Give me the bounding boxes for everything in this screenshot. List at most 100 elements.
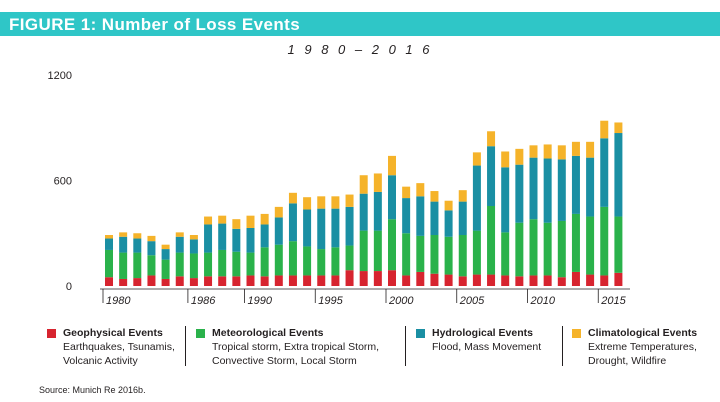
bar-segment-meteorological-2012	[557, 220, 566, 278]
bar-segment-geophysical-2015	[600, 275, 609, 286]
bar-segment-climatological-2004	[444, 200, 453, 211]
bar-segment-hydrological-2014	[586, 157, 595, 217]
x-tick-label: 1980	[106, 295, 131, 307]
bar-segment-climatological-1989	[232, 219, 241, 229]
legend-description-line: Drought, Wildfire	[588, 354, 667, 367]
bar-segment-climatological-1983	[147, 235, 156, 242]
bar-segment-meteorological-2016	[614, 216, 623, 273]
bar-segment-meteorological-1988	[218, 249, 227, 277]
bar-segment-hydrological-1985	[175, 236, 184, 253]
bar-segment-geophysical-1996	[331, 275, 340, 286]
bar-segment-meteorological-1987	[204, 252, 213, 277]
bar-segment-geophysical-1982	[133, 278, 142, 286]
x-tick-label: 1986	[191, 295, 216, 307]
bar-segment-meteorological-2001	[402, 233, 411, 276]
bar-segment-meteorological-2003	[430, 235, 439, 274]
bar-segment-climatological-2010	[529, 145, 538, 158]
bar-segment-geophysical-2007	[487, 274, 496, 286]
bar-segment-hydrological-2004	[444, 210, 453, 237]
legend-separator	[562, 326, 563, 366]
bar-segment-climatological-1986	[189, 235, 198, 240]
bar-segment-hydrological-1984	[161, 249, 170, 260]
bar-segment-climatological-1995	[317, 196, 326, 209]
x-tick-label: 2000	[388, 295, 414, 307]
x-tick-label: 2005	[459, 295, 485, 307]
bar-segment-meteorological-1986	[189, 253, 198, 279]
bar-segment-geophysical-1989	[232, 276, 241, 286]
y-tick-label: 600	[54, 176, 72, 188]
bar-segment-climatological-2016	[614, 122, 623, 134]
bar-segment-hydrological-1988	[218, 223, 227, 250]
bar-segment-geophysical-2016	[614, 272, 623, 286]
bar-segment-meteorological-2006	[472, 230, 481, 275]
bar-segment-hydrological-1992	[274, 217, 283, 245]
bar-segment-climatological-2000	[388, 155, 396, 176]
bar-segment-climatological-2013	[571, 141, 580, 156]
bar-segment-climatological-1982	[133, 233, 142, 239]
legend-swatch	[416, 329, 425, 338]
bar-segment-hydrological-2001	[402, 198, 411, 234]
bar-segment-hydrological-2012	[557, 159, 566, 221]
bar-segment-geophysical-2000	[388, 270, 396, 286]
legend-description-line: Extreme Temperatures,	[588, 341, 697, 353]
bar-segment-geophysical-2006	[472, 274, 481, 286]
bar-segment-hydrological-1999	[373, 191, 382, 231]
x-tick-label: 1995	[318, 295, 343, 307]
bar-segment-geophysical-1985	[175, 276, 184, 286]
bar-segment-meteorological-1983	[147, 255, 156, 276]
source-note: Source: Munich Re 2016b.	[39, 385, 146, 395]
bar-segment-meteorological-1982	[133, 252, 142, 279]
bar-segment-hydrological-1987	[204, 224, 213, 253]
bar-segment-meteorological-1998	[359, 230, 368, 272]
bar-segment-geophysical-1983	[147, 275, 156, 286]
bar-segment-geophysical-1990	[246, 275, 255, 286]
bar-segment-climatological-2002	[416, 183, 425, 197]
bar-segment-geophysical-2014	[586, 274, 595, 286]
bar-segment-geophysical-1986	[189, 278, 198, 286]
bar-segment-geophysical-1998	[359, 271, 368, 286]
bar-segment-geophysical-1993	[288, 275, 297, 286]
legend-description-line: Tropical storm, Extra tropical Storm,	[212, 341, 380, 353]
chart-subtitle: 1 9 8 0 – 2 0 1 6	[287, 42, 433, 57]
bar-segment-climatological-2008	[501, 151, 510, 168]
legend-name: Meteorological Events	[212, 327, 324, 339]
bar-segment-meteorological-1984	[161, 259, 170, 279]
legend-name: Geophysical Events	[63, 327, 163, 339]
bar-segment-hydrological-1981	[119, 236, 128, 253]
bar-segment-climatological-2005	[458, 190, 467, 202]
bar-segment-hydrological-2000	[388, 175, 396, 220]
bar-segment-geophysical-2005	[458, 276, 467, 286]
bar-segment-meteorological-2000	[388, 219, 396, 271]
legend-description: Earthquakes, Tsunamis, Volcanic Activity	[63, 341, 175, 368]
bar-segment-geophysical-1984	[161, 278, 170, 286]
bar-segment-geophysical-1981	[119, 278, 128, 286]
bar-segment-climatological-1984	[161, 244, 170, 250]
bar-segment-meteorological-2009	[515, 222, 524, 277]
bar-segment-meteorological-1985	[175, 252, 184, 277]
bar-segment-climatological-1993	[288, 192, 297, 204]
bar-segment-geophysical-2009	[515, 276, 524, 286]
bar-segment-meteorological-2005	[458, 235, 467, 277]
bar-segment-geophysical-2013	[571, 271, 580, 286]
bar-segment-climatological-2006	[472, 152, 481, 166]
bar-segment-climatological-1985	[175, 232, 184, 237]
x-tick-label: 2015	[600, 295, 626, 307]
bar-segment-hydrological-1997	[345, 206, 354, 246]
x-tick-label: 1990	[248, 295, 273, 307]
bar-segment-climatological-2011	[543, 144, 552, 159]
legend-description-line: Convective Storm, Local Storm	[212, 354, 357, 367]
bar-segment-climatological-2012	[557, 145, 566, 160]
legend-description-line: Flood, Mass Movement	[432, 341, 542, 353]
legend-name: Climatological Events	[588, 327, 698, 339]
bar-segment-geophysical-2008	[501, 275, 510, 286]
bar-segment-climatological-1988	[218, 215, 227, 224]
bar-segment-climatological-1998	[359, 175, 368, 194]
bar-segment-geophysical-2003	[430, 273, 439, 286]
bar-segment-meteorological-1994	[303, 246, 312, 276]
bar-segment-geophysical-2004	[444, 274, 453, 286]
bar-segment-meteorological-1996	[331, 247, 340, 276]
bar-segment-hydrological-1982	[133, 238, 142, 253]
legend-description: Flood, Mass Movement	[432, 341, 541, 355]
legend-description-line: Earthquakes, Tsunamis,	[63, 341, 175, 353]
bar-segment-meteorological-1991	[260, 247, 269, 277]
